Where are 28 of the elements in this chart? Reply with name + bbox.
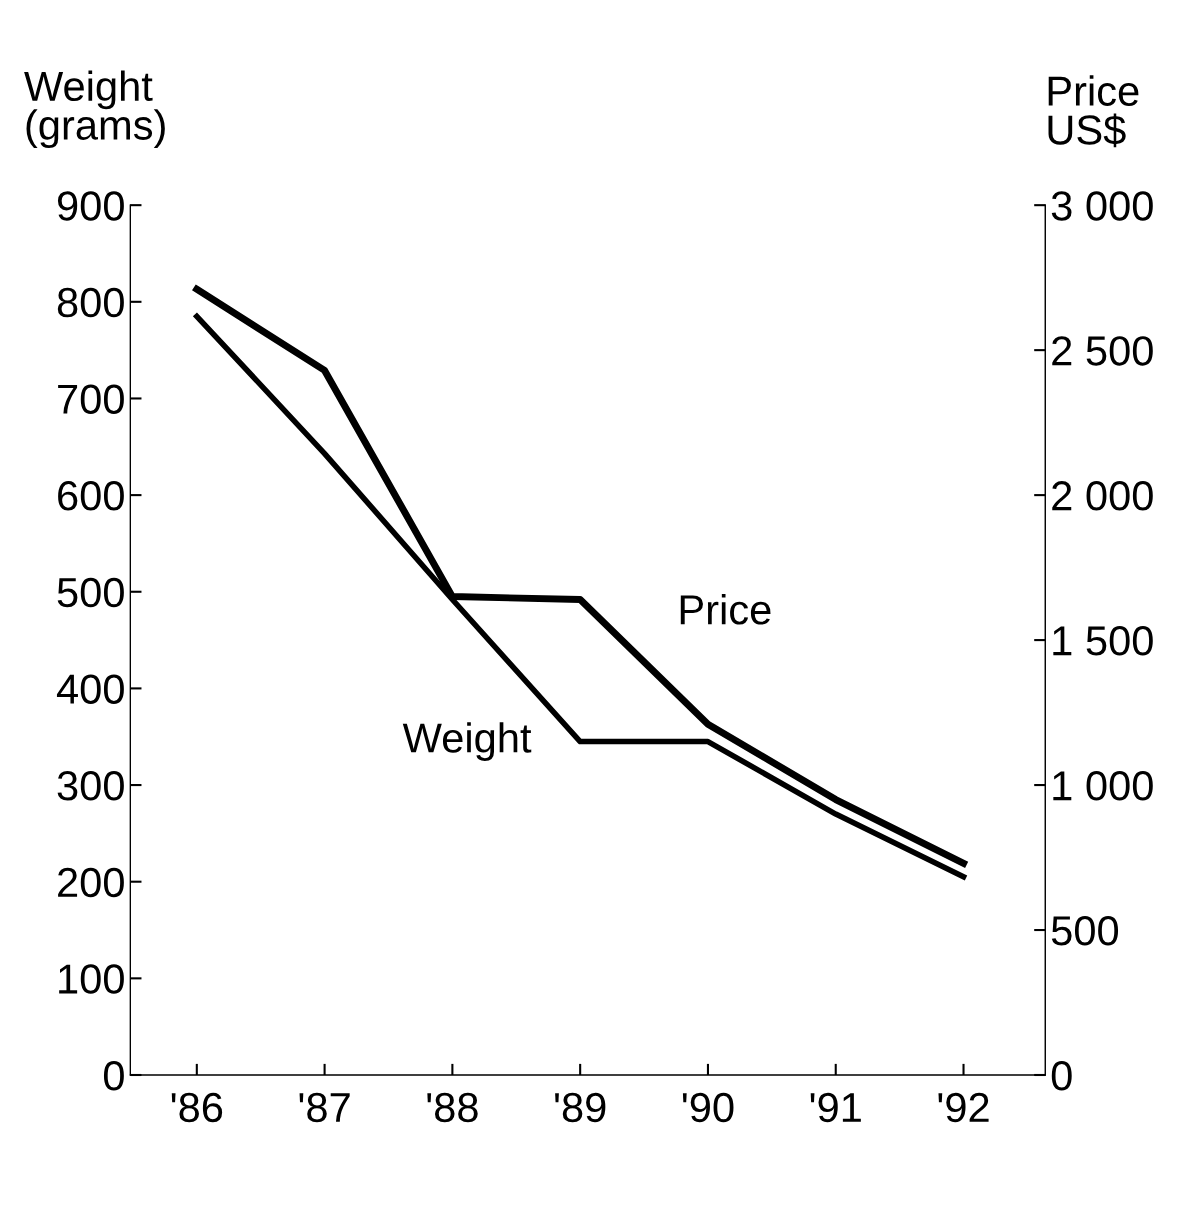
y2-axis-title: Price US$ <box>1048 75 1139 148</box>
x-tick-label: '92 <box>938 1092 989 1123</box>
y-tick-label: 800 <box>57 287 124 318</box>
y-axis-title: Weight (grams) <box>24 70 165 149</box>
y-tick-label: 900 <box>57 191 124 221</box>
y2-tick-label: 2 500 <box>1052 336 1153 366</box>
y-tick-label: 0 <box>103 1061 124 1091</box>
y2-tick-label: 3 000 <box>1051 191 1153 221</box>
y-tick-label: 100 <box>59 964 124 994</box>
series-label: Weight <box>402 722 532 761</box>
x-tick-label: '86 <box>171 1092 223 1123</box>
y-tick-label: 400 <box>56 674 124 704</box>
x-tick-label: '89 <box>555 1092 606 1123</box>
y-tick-label: 700 <box>58 384 124 414</box>
x-tick-label: '88 <box>427 1092 478 1123</box>
x-tick-label: '87 <box>299 1092 350 1123</box>
y2-tick-label: 500 <box>1051 916 1119 946</box>
y2-tick-label: 2 000 <box>1052 481 1153 511</box>
y-tick-label: 200 <box>58 867 124 898</box>
x-tick-label: '90 <box>682 1092 734 1123</box>
y2-tick-label: 0 <box>1051 1061 1072 1091</box>
y2-tick-label: 1 500 <box>1053 626 1153 656</box>
series-label: Price <box>680 593 771 625</box>
y-tick-label: 600 <box>58 481 124 511</box>
y-tick-label: 300 <box>57 771 124 801</box>
x-tick-label: '91 <box>810 1092 861 1123</box>
y2-tick-label: 1 000 <box>1053 771 1153 801</box>
y-tick-label: 500 <box>57 577 124 608</box>
